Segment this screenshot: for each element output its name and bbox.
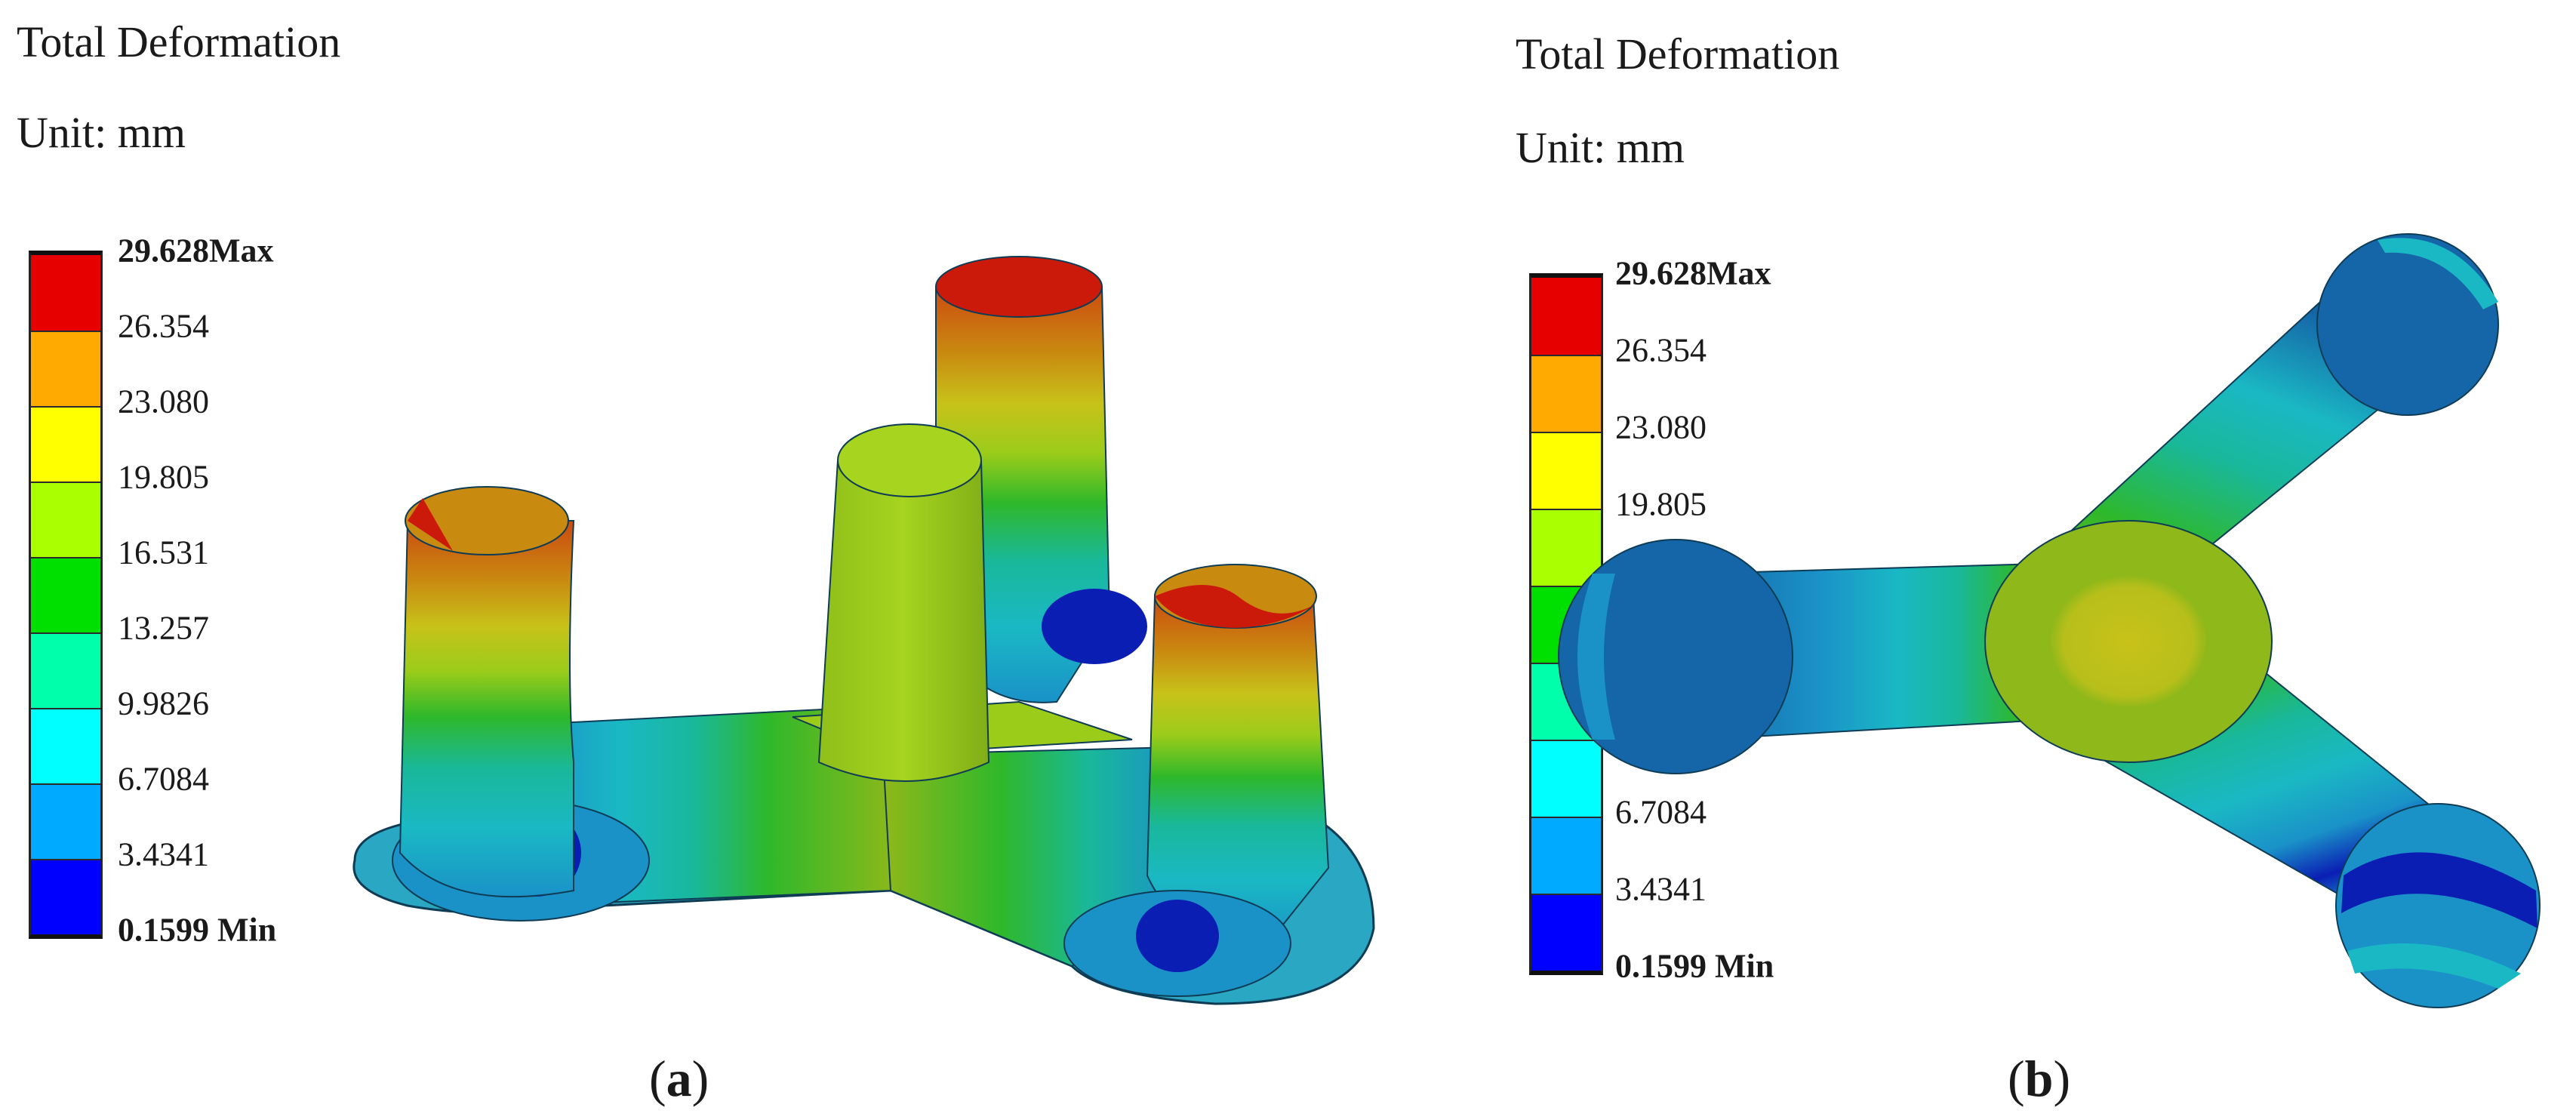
legend-swatch	[31, 482, 100, 557]
legend-swatch	[31, 255, 100, 331]
tripod-3d-model	[352, 256, 1375, 1005]
panel-a-title: Total Deformation	[17, 17, 341, 66]
legend-swatch	[1531, 432, 1601, 509]
legend-max-label: 29.628Max	[1615, 254, 1771, 292]
legend-swatch	[31, 331, 100, 406]
panel-a: Total Deformation Unit: mm 29.628Max 26.…	[17, 17, 1375, 1107]
panel-b-caption: (b)	[2008, 1050, 2071, 1107]
legend-swatch	[1531, 355, 1601, 432]
panel-b-title: Total Deformation	[1516, 29, 1840, 78]
legend-swatch	[1531, 740, 1601, 817]
legend-tick: 3.4341	[118, 835, 209, 873]
legend-tick: 16.531	[118, 534, 209, 571]
legend-swatch	[1531, 278, 1601, 355]
legend-min-label: 0.1599 Min	[118, 911, 277, 949]
legend-swatch	[1531, 817, 1601, 894]
legend-tick: 9.9826	[118, 685, 209, 722]
legend-tick: 26.354	[118, 307, 209, 345]
legend-tick: 6.7084	[1615, 793, 1707, 831]
legend-tick: 26.354	[1615, 331, 1707, 369]
legend-swatch	[31, 859, 100, 934]
panel-a-unit: Unit: mm	[17, 108, 186, 157]
legend-tick: 23.080	[118, 383, 209, 420]
panel-a-colorbar	[29, 251, 103, 939]
legend-swatch	[31, 406, 100, 482]
panel-a-caption: (a)	[649, 1050, 709, 1107]
legend-swatch	[31, 783, 100, 859]
panel-b-unit: Unit: mm	[1516, 123, 1685, 172]
legend-tick: 19.805	[118, 458, 209, 496]
legend-min-label: 0.1599 Min	[1615, 947, 1774, 985]
panel-b: Total Deformation Unit: mm 29.628Max 26.…	[1502, 0, 2576, 1120]
legend-swatch	[1531, 894, 1601, 971]
legend-swatch	[1531, 509, 1601, 586]
legend-swatch	[31, 557, 100, 632]
legend-tick: 13.257	[118, 609, 209, 647]
tripod-top-view-model	[1558, 233, 2541, 1008]
legend-tick: 19.805	[1615, 485, 1707, 523]
legend-swatch	[31, 632, 100, 708]
legend-max-label: 29.628Max	[118, 232, 274, 269]
legend-swatch	[31, 708, 100, 783]
legend-tick: 6.7084	[118, 760, 209, 798]
legend-tick: 3.4341	[1615, 870, 1707, 908]
legend-tick: 23.080	[1615, 408, 1707, 446]
